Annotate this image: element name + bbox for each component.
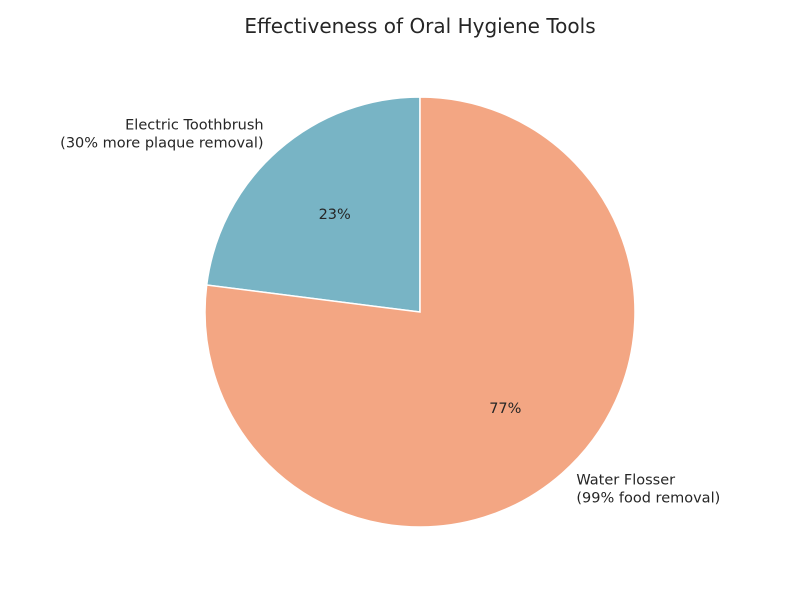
percent-label-1: 77% xyxy=(489,401,521,417)
pie-slice-0 xyxy=(205,96,421,313)
slice-label-0: Electric Toothbrush (30% more plaque remo… xyxy=(60,118,263,152)
percent-label-0: 23% xyxy=(319,207,351,223)
chart-title: Effectiveness of Oral Hygiene Tools xyxy=(244,14,595,38)
pie-slices xyxy=(204,96,636,528)
pie-labels: 23% Electric Toothbrush (30% more plaque r… xyxy=(60,118,720,507)
slice-label-1: Water Flosser (99% food removal) xyxy=(576,472,720,506)
pie-slice-1 xyxy=(204,96,636,528)
